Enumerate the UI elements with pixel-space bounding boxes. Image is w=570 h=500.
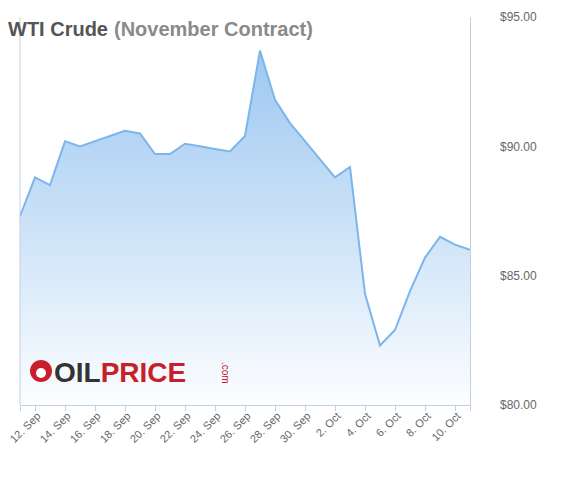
logo: OILPRICE .com bbox=[30, 357, 231, 388]
logo-text: OILPRICE bbox=[54, 357, 186, 388]
x-tick-label: 20. Sep bbox=[127, 410, 162, 445]
y-axis: $80.00 $85.00 $90.00 $95.00 bbox=[470, 10, 537, 412]
x-tick: 8. Oct bbox=[403, 405, 432, 439]
x-tick-label: 6. Oct bbox=[373, 410, 402, 439]
x-tick-mark bbox=[395, 405, 396, 411]
x-tick-label: 26. Sep bbox=[217, 410, 252, 445]
frame-line bbox=[20, 17, 21, 405]
line bbox=[20, 51, 470, 346]
x-tick-mark bbox=[215, 405, 216, 411]
x-tick-label: 18. Sep bbox=[97, 410, 132, 445]
x-tick-mark bbox=[275, 405, 276, 411]
x-tick-label: 22. Sep bbox=[157, 410, 192, 445]
x-tick-label: 14. Sep bbox=[37, 410, 72, 445]
title-text: WTI Crude bbox=[8, 18, 108, 40]
subtitle: (November Contract) bbox=[114, 18, 313, 40]
x-tick-mark bbox=[125, 405, 126, 411]
x-tick-mark bbox=[425, 405, 426, 411]
x-tick-mark bbox=[305, 405, 306, 411]
y-tick: $95.00 bbox=[470, 10, 537, 24]
plot-area bbox=[20, 51, 470, 405]
x-tick-mark bbox=[365, 405, 366, 411]
y-axis-line bbox=[470, 18, 471, 406]
x-tick: 12. Sep bbox=[7, 405, 42, 445]
x-tick: 20. Sep bbox=[127, 405, 162, 445]
x-tick: 2. Oct bbox=[313, 405, 342, 439]
x-tick-label: 30. Sep bbox=[277, 410, 312, 445]
chart: 12. Sep14. Sep16. Sep18. Sep20. Sep22. S… bbox=[0, 0, 570, 500]
logo-price: PRICE bbox=[101, 357, 187, 388]
y-tick-label: $90.00 bbox=[500, 140, 537, 154]
x-tick: 14. Sep bbox=[37, 405, 72, 445]
x-tick-mark bbox=[245, 405, 246, 411]
x-tick: 18. Sep bbox=[97, 405, 132, 445]
x-axis: 12. Sep14. Sep16. Sep18. Sep20. Sep22. S… bbox=[7, 405, 470, 445]
x-tick-mark bbox=[65, 405, 66, 411]
x-axis-line bbox=[21, 406, 471, 412]
x-tick-label: 10. Oct bbox=[429, 410, 463, 444]
x-tick-mark bbox=[155, 405, 156, 411]
logo-icon bbox=[30, 360, 52, 382]
x-tick-mark bbox=[185, 405, 186, 411]
x-tick-mark bbox=[455, 405, 456, 411]
y-tick-label: $80.00 bbox=[500, 398, 537, 412]
x-tick-mark bbox=[35, 405, 36, 411]
x-tick: 24. Sep bbox=[187, 405, 222, 445]
x-tick: 4. Oct bbox=[343, 405, 372, 439]
x-tick: 22. Sep bbox=[157, 405, 192, 445]
x-tick-label: 2. Oct bbox=[313, 410, 342, 439]
y-tick-label: $85.00 bbox=[500, 269, 537, 283]
x-tick-mark bbox=[95, 405, 96, 411]
logo-icon-drop bbox=[36, 368, 46, 378]
x-tick-label: 24. Sep bbox=[187, 410, 222, 445]
x-tick: 16. Sep bbox=[67, 405, 102, 445]
x-tick-label: 28. Sep bbox=[247, 410, 282, 445]
x-tick-mark bbox=[335, 405, 336, 411]
x-tick: 30. Sep bbox=[277, 405, 312, 445]
x-tick: 6. Oct bbox=[373, 405, 402, 439]
y-tick: $80.00 bbox=[470, 398, 537, 412]
x-tick: 28. Sep bbox=[247, 405, 282, 445]
y-tick: $90.00 bbox=[470, 140, 537, 154]
y-tick-label: $95.00 bbox=[500, 10, 537, 24]
logo-oil: OIL bbox=[54, 357, 101, 388]
x-tick-label: 16. Sep bbox=[67, 410, 102, 445]
area bbox=[20, 51, 470, 405]
x-tick-label: 4. Oct bbox=[343, 410, 372, 439]
logo-com: .com bbox=[220, 362, 231, 384]
x-tick: 10. Oct bbox=[429, 405, 463, 443]
x-tick: 26. Sep bbox=[217, 405, 252, 445]
title: WTI Crude (November Contract) bbox=[8, 18, 313, 40]
y-tick: $85.00 bbox=[470, 269, 537, 283]
x-tick-label: 12. Sep bbox=[7, 410, 42, 445]
